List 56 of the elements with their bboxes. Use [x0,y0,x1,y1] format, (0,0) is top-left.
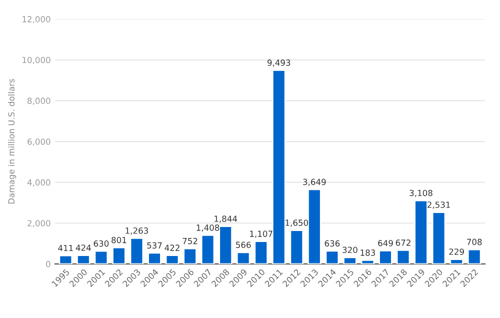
data-label: 636 [324,240,340,247]
y-tick-label: 4,000 [27,179,50,186]
data-label: 3,649 [303,178,326,186]
data-label: 422 [164,244,180,251]
bar [414,200,428,264]
bar [112,246,126,264]
data-label: 1,107 [250,230,272,238]
data-label: 649 [378,240,393,246]
data-label: 1,844 [214,216,238,223]
bar [58,254,73,264]
bar [218,226,232,264]
bar [343,256,357,264]
bar [396,250,410,264]
data-label: 1,408 [196,224,220,232]
bar [360,260,375,264]
data-label: 1,263 [126,227,148,235]
bar [290,230,304,264]
data-label: 1,650 [286,220,308,227]
bar [432,212,446,264]
y-tick-label: 12,000 [22,16,50,24]
y-axis-title: Damage in million U.S. dollars [8,79,16,204]
data-label: 801 [112,236,126,244]
y-tick-label: 2,000 [28,220,50,228]
bar [378,250,392,264]
y-tick-label: 10,000 [22,56,50,64]
bar [200,234,215,264]
bar [183,248,197,264]
data-label: 320 [342,246,358,254]
data-label: 3,108 [410,190,432,197]
data-label: 537 [147,242,162,249]
bar [467,248,482,264]
data-label: 566 [236,242,251,248]
bar [325,250,340,264]
data-label: 9,493 [267,60,290,67]
y-tick-label: 0 [46,260,50,268]
data-label: 411 [58,244,73,252]
bar [236,252,250,264]
bar [308,188,322,264]
data-label: 630 [94,240,109,247]
bar [148,252,162,264]
data-label: 672 [396,240,410,246]
y-tick-label: 8,000 [28,98,50,105]
bar [272,70,286,264]
bar [450,258,464,264]
data-label: 183 [360,250,376,256]
bar [254,240,268,264]
bar [165,254,180,264]
data-label: 752 [182,238,198,244]
data-label: 708 [467,238,482,246]
data-label: 424 [76,244,91,251]
data-label: 229 [449,248,464,255]
y-tick-label: 6,000 [28,138,50,146]
bar [130,237,144,264]
bar [76,254,90,264]
data-label: 2,531 [427,202,450,209]
bar [94,250,108,264]
